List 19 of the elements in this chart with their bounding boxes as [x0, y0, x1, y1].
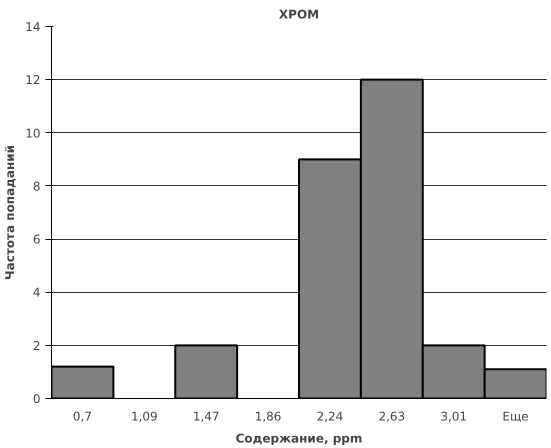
y-axis-title: Частота попаданий — [3, 144, 18, 280]
y-tick-label: 2 — [32, 338, 41, 353]
x-tick-label: 0,7 — [72, 410, 92, 424]
y-tick-label: 14 — [25, 20, 41, 34]
y-tick-label: 4 — [32, 286, 41, 300]
x-axis-title: Содержание, ppm — [236, 432, 362, 446]
x-tick-label: 2,63 — [378, 410, 406, 424]
y-tick-label: 8 — [32, 179, 41, 194]
x-tick-label: 1,09 — [130, 410, 158, 424]
y-tick-label: 10 — [25, 126, 41, 140]
x-tick-label: 3,01 — [440, 410, 468, 424]
x-tick-label: 1,86 — [254, 410, 282, 424]
x-tick-label: 1,47 — [192, 410, 220, 424]
chart-title: ХРОМ — [278, 8, 320, 22]
y-tick-label: 0 — [32, 392, 41, 406]
y-tick-label: 12 — [25, 73, 41, 88]
x-tick-label: Еще — [502, 410, 529, 424]
x-tick-label: 2,24 — [316, 410, 344, 424]
y-tick-label: 6 — [32, 232, 41, 247]
